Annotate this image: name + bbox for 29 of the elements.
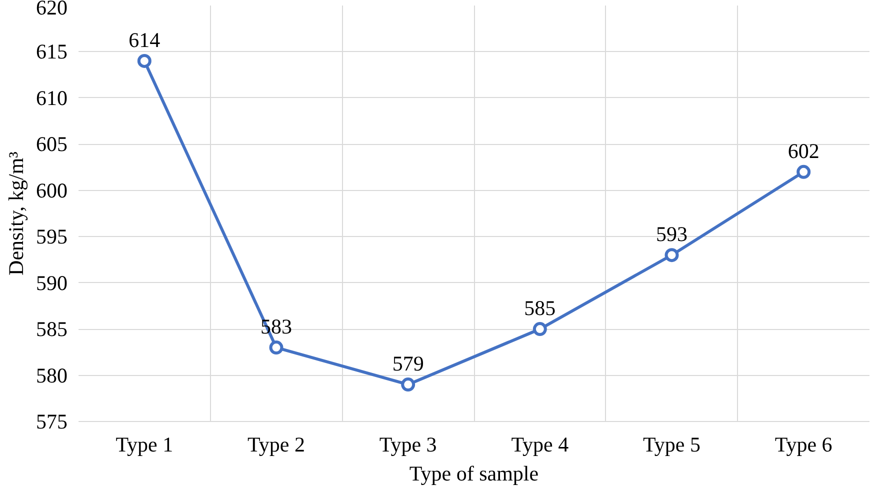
x-tick-label: Type 4 (511, 432, 570, 456)
point (664, 248, 679, 262)
point (532, 322, 547, 336)
y-tick-label: 575 (36, 410, 68, 434)
data-label: 602 (788, 138, 820, 163)
x-tick-label: Type 2 (248, 432, 305, 456)
x-tick-label: Type 6 (774, 432, 832, 456)
y-tick-label: 605 (36, 132, 68, 156)
point (796, 164, 811, 179)
point (137, 54, 152, 68)
y-axis-title: Density, kg/m³ (4, 152, 28, 276)
x-axis-title: Type of sample (409, 462, 539, 486)
y-tick-label: 595 (36, 224, 68, 249)
y-tick-label: 620 (36, 0, 68, 20)
y-tick-label: 590 (36, 270, 68, 295)
y-tick-label: 600 (36, 178, 68, 202)
y-tick-label: 580 (36, 363, 68, 388)
data-label: 593 (656, 222, 688, 246)
x-tick-label: Type 3 (379, 432, 437, 456)
y-tick-label: 610 (36, 86, 68, 110)
point (269, 340, 284, 355)
data-label: 585 (524, 296, 556, 320)
y-tick-label: 615 (36, 40, 68, 64)
point (401, 378, 416, 392)
y-tick-label: 585 (36, 317, 68, 342)
x-tick-label: Type 5 (643, 432, 700, 456)
x-tick-label: Type 1 (116, 432, 174, 456)
data-label: 579 (392, 352, 424, 376)
data-label: 614 (128, 28, 161, 52)
